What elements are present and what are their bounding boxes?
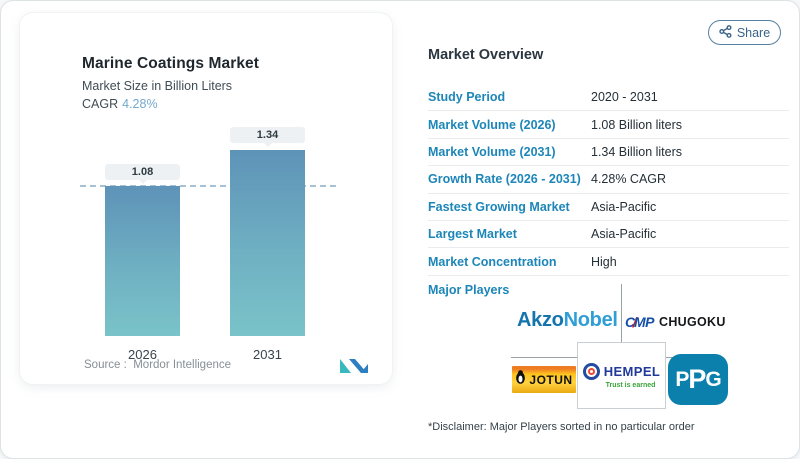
panel-heading: Market Overview — [428, 47, 544, 63]
bar-chart: 1.08 1.34 2026 2031 — [20, 13, 394, 386]
hempel-wordmark: HEMPEL — [603, 363, 661, 379]
jotun-wordmark: JOTUN — [529, 372, 573, 387]
bar-2031 — [230, 150, 305, 336]
x-axis-label-2031: 2031 — [253, 347, 282, 362]
row-label: Study Period — [428, 90, 506, 105]
share-button-label: Share — [736, 25, 771, 40]
row-label: Largest Market — [428, 227, 517, 242]
table-row: Market Volume (2026) 1.08 Billion liters — [428, 111, 789, 139]
chart-cagr: CAGR 4.28% — [82, 97, 158, 111]
table-row: Market Concentration High — [428, 248, 789, 276]
market-overview-panel: Share Market Overview Study Period 2020 … — [401, 1, 799, 458]
bar-value-label-2031: 1.34 — [230, 127, 305, 147]
table-row: Study Period 2020 - 2031 — [428, 84, 789, 112]
hempel-tagline: Trust is earned — [605, 381, 656, 389]
row-value: High — [591, 254, 617, 269]
major-players-label: Major Players — [428, 283, 510, 297]
bar-value-label-2026: 1.08 — [105, 164, 180, 184]
row-label: Fastest Growing Market — [428, 199, 570, 214]
row-label: Market Concentration — [428, 254, 557, 269]
hempel-globe-icon — [582, 362, 600, 380]
jotun-penguin-icon — [515, 370, 526, 389]
chart-title: Marine Coatings Market — [82, 55, 260, 72]
cmp-wordmark: C/MP — [625, 314, 655, 330]
connector-vertical-line — [621, 284, 622, 344]
akzonobel-logo: AkzoNobel — [517, 309, 618, 331]
bar-2026 — [105, 186, 180, 336]
hempel-logo: HEMPEL Trust is earned — [577, 342, 666, 409]
cagr-value: 4.28% — [122, 97, 158, 111]
source-row: Source : Mordor Intelligence — [84, 356, 376, 378]
row-value: 4.28% CAGR — [591, 172, 667, 187]
chugoku-marine-paints-logo: C/MP CHUGOKU — [625, 314, 726, 330]
share-button[interactable]: Share — [708, 20, 781, 45]
chart-subtitle: Market Size in Billion Liters — [82, 79, 233, 93]
reference-dashed-line — [80, 185, 336, 187]
table-row: Growth Rate (2026 - 2031) 4.28% CAGR — [428, 166, 789, 194]
row-value: 2020 - 2031 — [591, 90, 658, 105]
row-label: Growth Rate (2026 - 2031) — [428, 172, 581, 187]
share-icon — [719, 24, 732, 41]
market-chart-card: Marine Coatings Market Market Size in Bi… — [19, 12, 393, 385]
overview-table: Study Period 2020 - 2031 Market Volume (… — [428, 84, 789, 276]
row-value: 1.34 Billion liters — [591, 144, 683, 159]
row-value: Asia-Pacific — [591, 227, 657, 242]
chugoku-wordmark: CHUGOKU — [659, 315, 726, 329]
source-text: Source : Mordor Intelligence — [84, 359, 232, 371]
row-value: Asia-Pacific — [591, 199, 657, 214]
mordor-intelligence-logo-icon — [340, 357, 368, 378]
row-label: Market Volume (2026) — [428, 117, 556, 132]
row-value: 1.08 Billion liters — [591, 117, 683, 132]
cagr-label: CAGR — [82, 97, 119, 111]
table-row: Market Volume (2031) 1.34 Billion liters — [428, 139, 789, 167]
table-row: Largest Market Asia-Pacific — [428, 221, 789, 249]
jotun-logo: JOTUN — [512, 366, 576, 393]
table-row: Fastest Growing Market Asia-Pacific — [428, 194, 789, 221]
disclaimer-text: *Disclaimer: Major Players sorted in no … — [428, 421, 695, 433]
row-label: Market Volume (2031) — [428, 144, 556, 159]
x-axis-label-2026: 2026 — [128, 347, 157, 362]
